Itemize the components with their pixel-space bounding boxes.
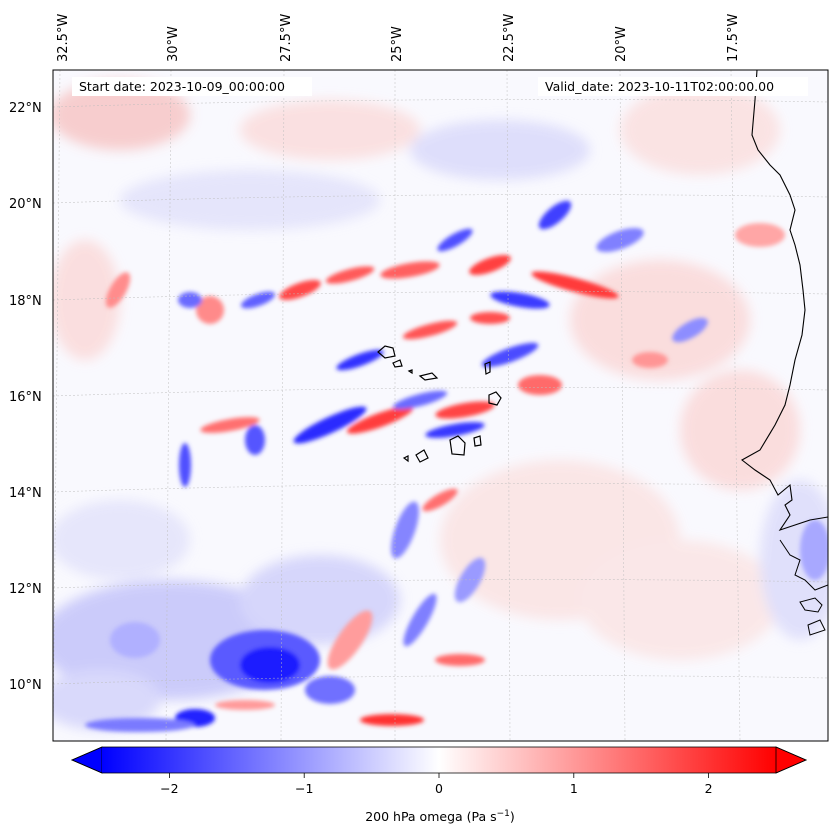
lat-label: 18°N bbox=[9, 294, 42, 309]
colorbar-extend-left bbox=[70, 746, 103, 774]
map-frame bbox=[52, 69, 829, 742]
cape-verde-islands bbox=[377, 345, 502, 463]
lat-label: 16°N bbox=[9, 390, 42, 405]
colorbar-tick-label: −2 bbox=[160, 781, 178, 796]
colorbar-extend-right bbox=[775, 746, 808, 774]
valid-date-box bbox=[538, 77, 808, 96]
lat-label: 10°N bbox=[9, 678, 42, 693]
lon-label: 22.5°W bbox=[502, 14, 517, 62]
graticule bbox=[53, 70, 828, 741]
latitude-labels: 22°N 20°N 18°N 16°N 14°N 12°N 10°N bbox=[9, 101, 42, 693]
omega-field-features bbox=[85, 200, 828, 732]
colorbar-tick-label: 2 bbox=[705, 781, 713, 796]
coastline-africa bbox=[741, 70, 828, 532]
longitude-labels: 32.5°W 30°W 27.5°W 25°W 22.5°W 20°W 17.5… bbox=[56, 14, 741, 62]
lat-label: 14°N bbox=[9, 486, 42, 501]
colorbar-tick-label: 0 bbox=[435, 781, 443, 796]
lon-label: 20°W bbox=[614, 26, 629, 62]
colorbar-tick-label: −1 bbox=[295, 781, 313, 796]
lon-label: 32.5°W bbox=[56, 14, 71, 62]
valid-date-label: Valid_date: 2023-10-11T02:00:00.00 bbox=[545, 79, 774, 94]
lat-label: 20°N bbox=[9, 197, 42, 212]
start-date-box bbox=[72, 77, 312, 96]
map-panel: Start date: 2023-10-09_00:00:00 Valid_da… bbox=[53, 70, 828, 741]
coastline-guinea bbox=[779, 539, 828, 636]
lat-label: 12°N bbox=[9, 582, 42, 597]
colorbar-outline bbox=[70, 746, 808, 774]
colorbar-ticks: −2 −1 0 1 2 bbox=[160, 773, 713, 796]
lon-label: 25°W bbox=[390, 26, 405, 62]
lat-label: 22°N bbox=[9, 101, 42, 116]
colorbar-gradient bbox=[102, 747, 776, 773]
lon-label: 17.5°W bbox=[726, 14, 741, 62]
colorbar-label: 200 hPa omega (Pa s−1) bbox=[365, 809, 515, 824]
start-date-label: Start date: 2023-10-09_00:00:00 bbox=[79, 79, 285, 94]
lon-label: 27.5°W bbox=[279, 14, 294, 62]
lon-label: 30°W bbox=[166, 26, 181, 62]
colorbar-tick-label: 1 bbox=[570, 781, 578, 796]
colorbar: −2 −1 0 1 2 200 hPa omega (Pa s−1) bbox=[70, 746, 808, 824]
